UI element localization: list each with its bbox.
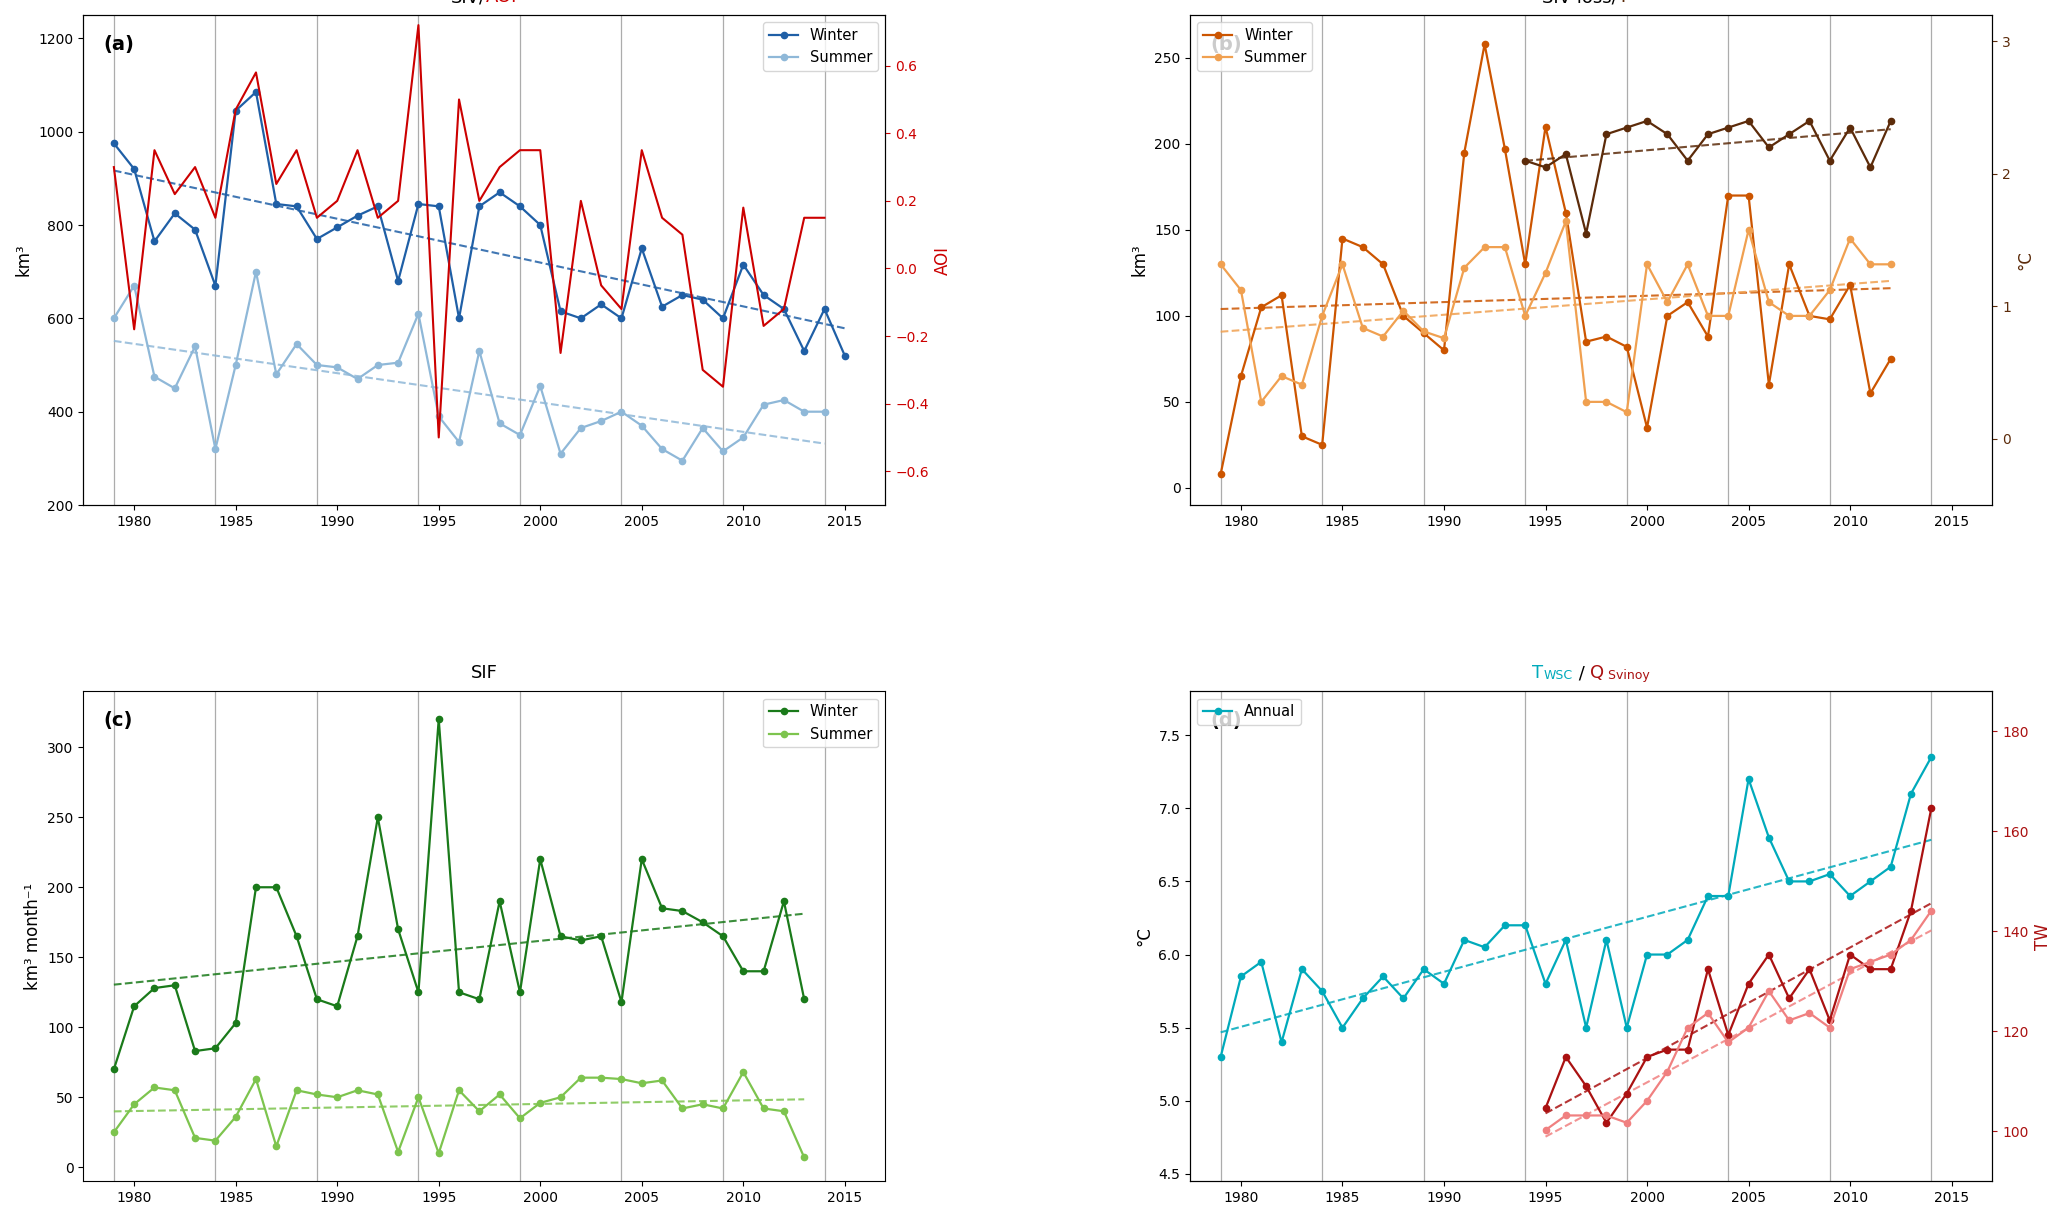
Y-axis label: TW: TW <box>2034 922 2053 949</box>
Text: Q: Q <box>1590 664 1604 682</box>
Text: (b): (b) <box>1211 34 1242 54</box>
Text: Svinoy: Svinoy <box>1604 670 1649 682</box>
Y-axis label: km³: km³ <box>1131 244 1149 276</box>
Legend: Annual: Annual <box>1197 699 1302 725</box>
Text: T: T <box>1532 664 1544 682</box>
Text: Tᵂ: Tᵂ <box>1618 0 1641 6</box>
Text: SIV loss/: SIV loss/ <box>1542 0 1618 6</box>
Legend: Winter, Summer: Winter, Summer <box>1197 22 1313 71</box>
Y-axis label: km³ month⁻¹: km³ month⁻¹ <box>23 883 41 989</box>
Text: SIF: SIF <box>471 664 498 682</box>
Text: WSC: WSC <box>1544 670 1573 682</box>
Legend: Winter, Summer: Winter, Summer <box>763 22 878 71</box>
Y-axis label: AOI: AOI <box>934 245 953 274</box>
Text: (a): (a) <box>103 34 134 54</box>
Text: (d): (d) <box>1211 711 1242 730</box>
Legend: Winter, Summer: Winter, Summer <box>763 699 878 748</box>
Y-axis label: °C: °C <box>1135 926 1153 947</box>
Text: SIV/: SIV/ <box>451 0 486 6</box>
Y-axis label: km³: km³ <box>14 244 33 276</box>
Text: (c): (c) <box>103 711 132 730</box>
Text: AOI: AOI <box>486 0 517 6</box>
Text: /: / <box>1573 664 1590 682</box>
Y-axis label: °C: °C <box>2017 250 2034 270</box>
